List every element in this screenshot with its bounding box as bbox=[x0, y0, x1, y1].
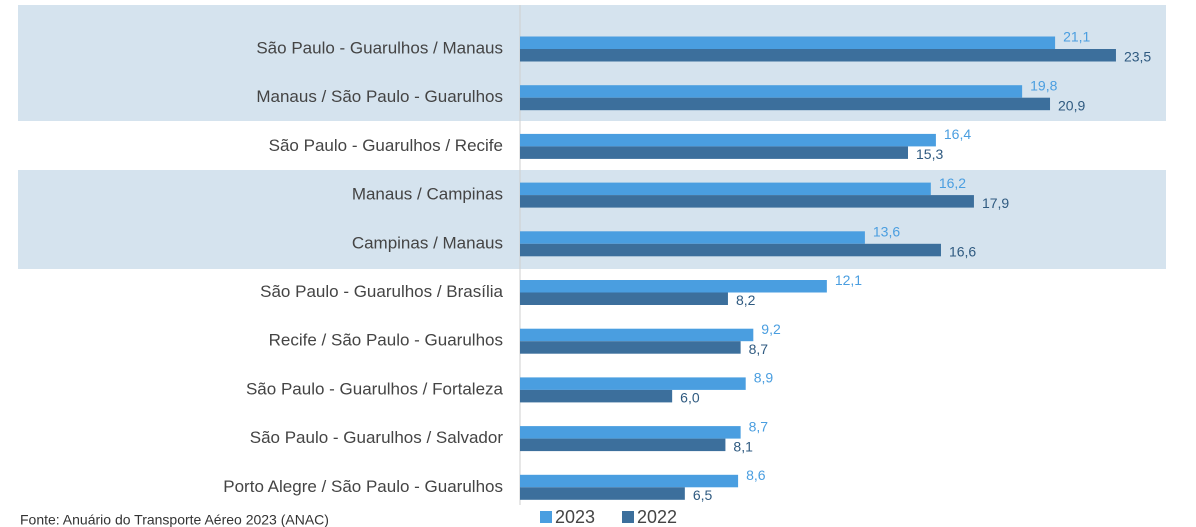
data-label: 16,2 bbox=[939, 175, 966, 191]
data-label: 19,8 bbox=[1030, 77, 1057, 93]
bar bbox=[520, 389, 673, 403]
bar bbox=[520, 146, 909, 159]
data-label: 8,1 bbox=[733, 438, 753, 454]
data-label: 6,0 bbox=[680, 390, 700, 406]
bar bbox=[520, 243, 941, 257]
data-label: 8,7 bbox=[749, 418, 769, 434]
bar bbox=[520, 97, 1051, 111]
data-label: 15,3 bbox=[916, 146, 943, 162]
data-label: 16,6 bbox=[949, 244, 976, 260]
y-tick-label: São Paulo - Guarulhos / Salvador bbox=[250, 428, 504, 447]
y-tick-label: Campinas / Manaus bbox=[352, 233, 503, 252]
y-tick-label: Recife / São Paulo - Guarulhos bbox=[269, 331, 503, 350]
legend-swatch bbox=[540, 511, 552, 523]
bar bbox=[520, 487, 685, 500]
bar bbox=[520, 85, 1023, 98]
bar bbox=[520, 36, 1056, 49]
y-tick-label: Manaus / São Paulo - Guarulhos bbox=[256, 87, 503, 106]
legend-label: 2023 bbox=[555, 507, 595, 527]
data-label: 8,9 bbox=[754, 370, 774, 386]
data-label: 8,7 bbox=[749, 341, 769, 357]
legend-swatch bbox=[622, 511, 634, 523]
data-label: 16,4 bbox=[944, 126, 971, 142]
bar bbox=[520, 292, 728, 305]
bar bbox=[520, 195, 974, 208]
y-tick-label: Manaus / Campinas bbox=[352, 185, 503, 204]
data-label: 8,6 bbox=[746, 467, 766, 483]
data-label: 13,6 bbox=[873, 224, 900, 240]
bar bbox=[520, 231, 865, 244]
y-tick-label: São Paulo - Guarulhos / Fortaleza bbox=[246, 379, 504, 398]
y-tick-label: São Paulo - Guarulhos / Recife bbox=[269, 136, 503, 155]
data-label: 21,1 bbox=[1063, 29, 1090, 45]
bar bbox=[520, 377, 746, 390]
bar bbox=[520, 426, 741, 439]
data-label: 20,9 bbox=[1058, 97, 1085, 113]
data-label: 12,1 bbox=[835, 272, 862, 288]
data-label: 8,2 bbox=[736, 292, 756, 308]
y-tick-label: São Paulo - Guarulhos / Manaus bbox=[256, 38, 503, 57]
data-label: 17,9 bbox=[982, 195, 1009, 211]
data-label: 6,5 bbox=[693, 487, 713, 503]
bar bbox=[520, 133, 936, 147]
bar bbox=[520, 182, 931, 196]
source: Fonte: Anuário do Transporte Aéreo 2023 … bbox=[20, 512, 329, 527]
bar bbox=[520, 474, 739, 488]
legend-label: 2022 bbox=[637, 507, 677, 527]
bar bbox=[520, 438, 726, 452]
bar bbox=[520, 49, 1116, 62]
bar bbox=[520, 328, 754, 342]
data-label: 23,5 bbox=[1124, 49, 1151, 65]
y-tick-label: Porto Alegre / São Paulo - Guarulhos bbox=[223, 477, 503, 496]
bar bbox=[520, 341, 741, 354]
bar bbox=[520, 280, 827, 293]
data-label: 9,2 bbox=[761, 321, 781, 337]
y-tick-label: São Paulo - Guarulhos / Brasília bbox=[260, 282, 503, 301]
